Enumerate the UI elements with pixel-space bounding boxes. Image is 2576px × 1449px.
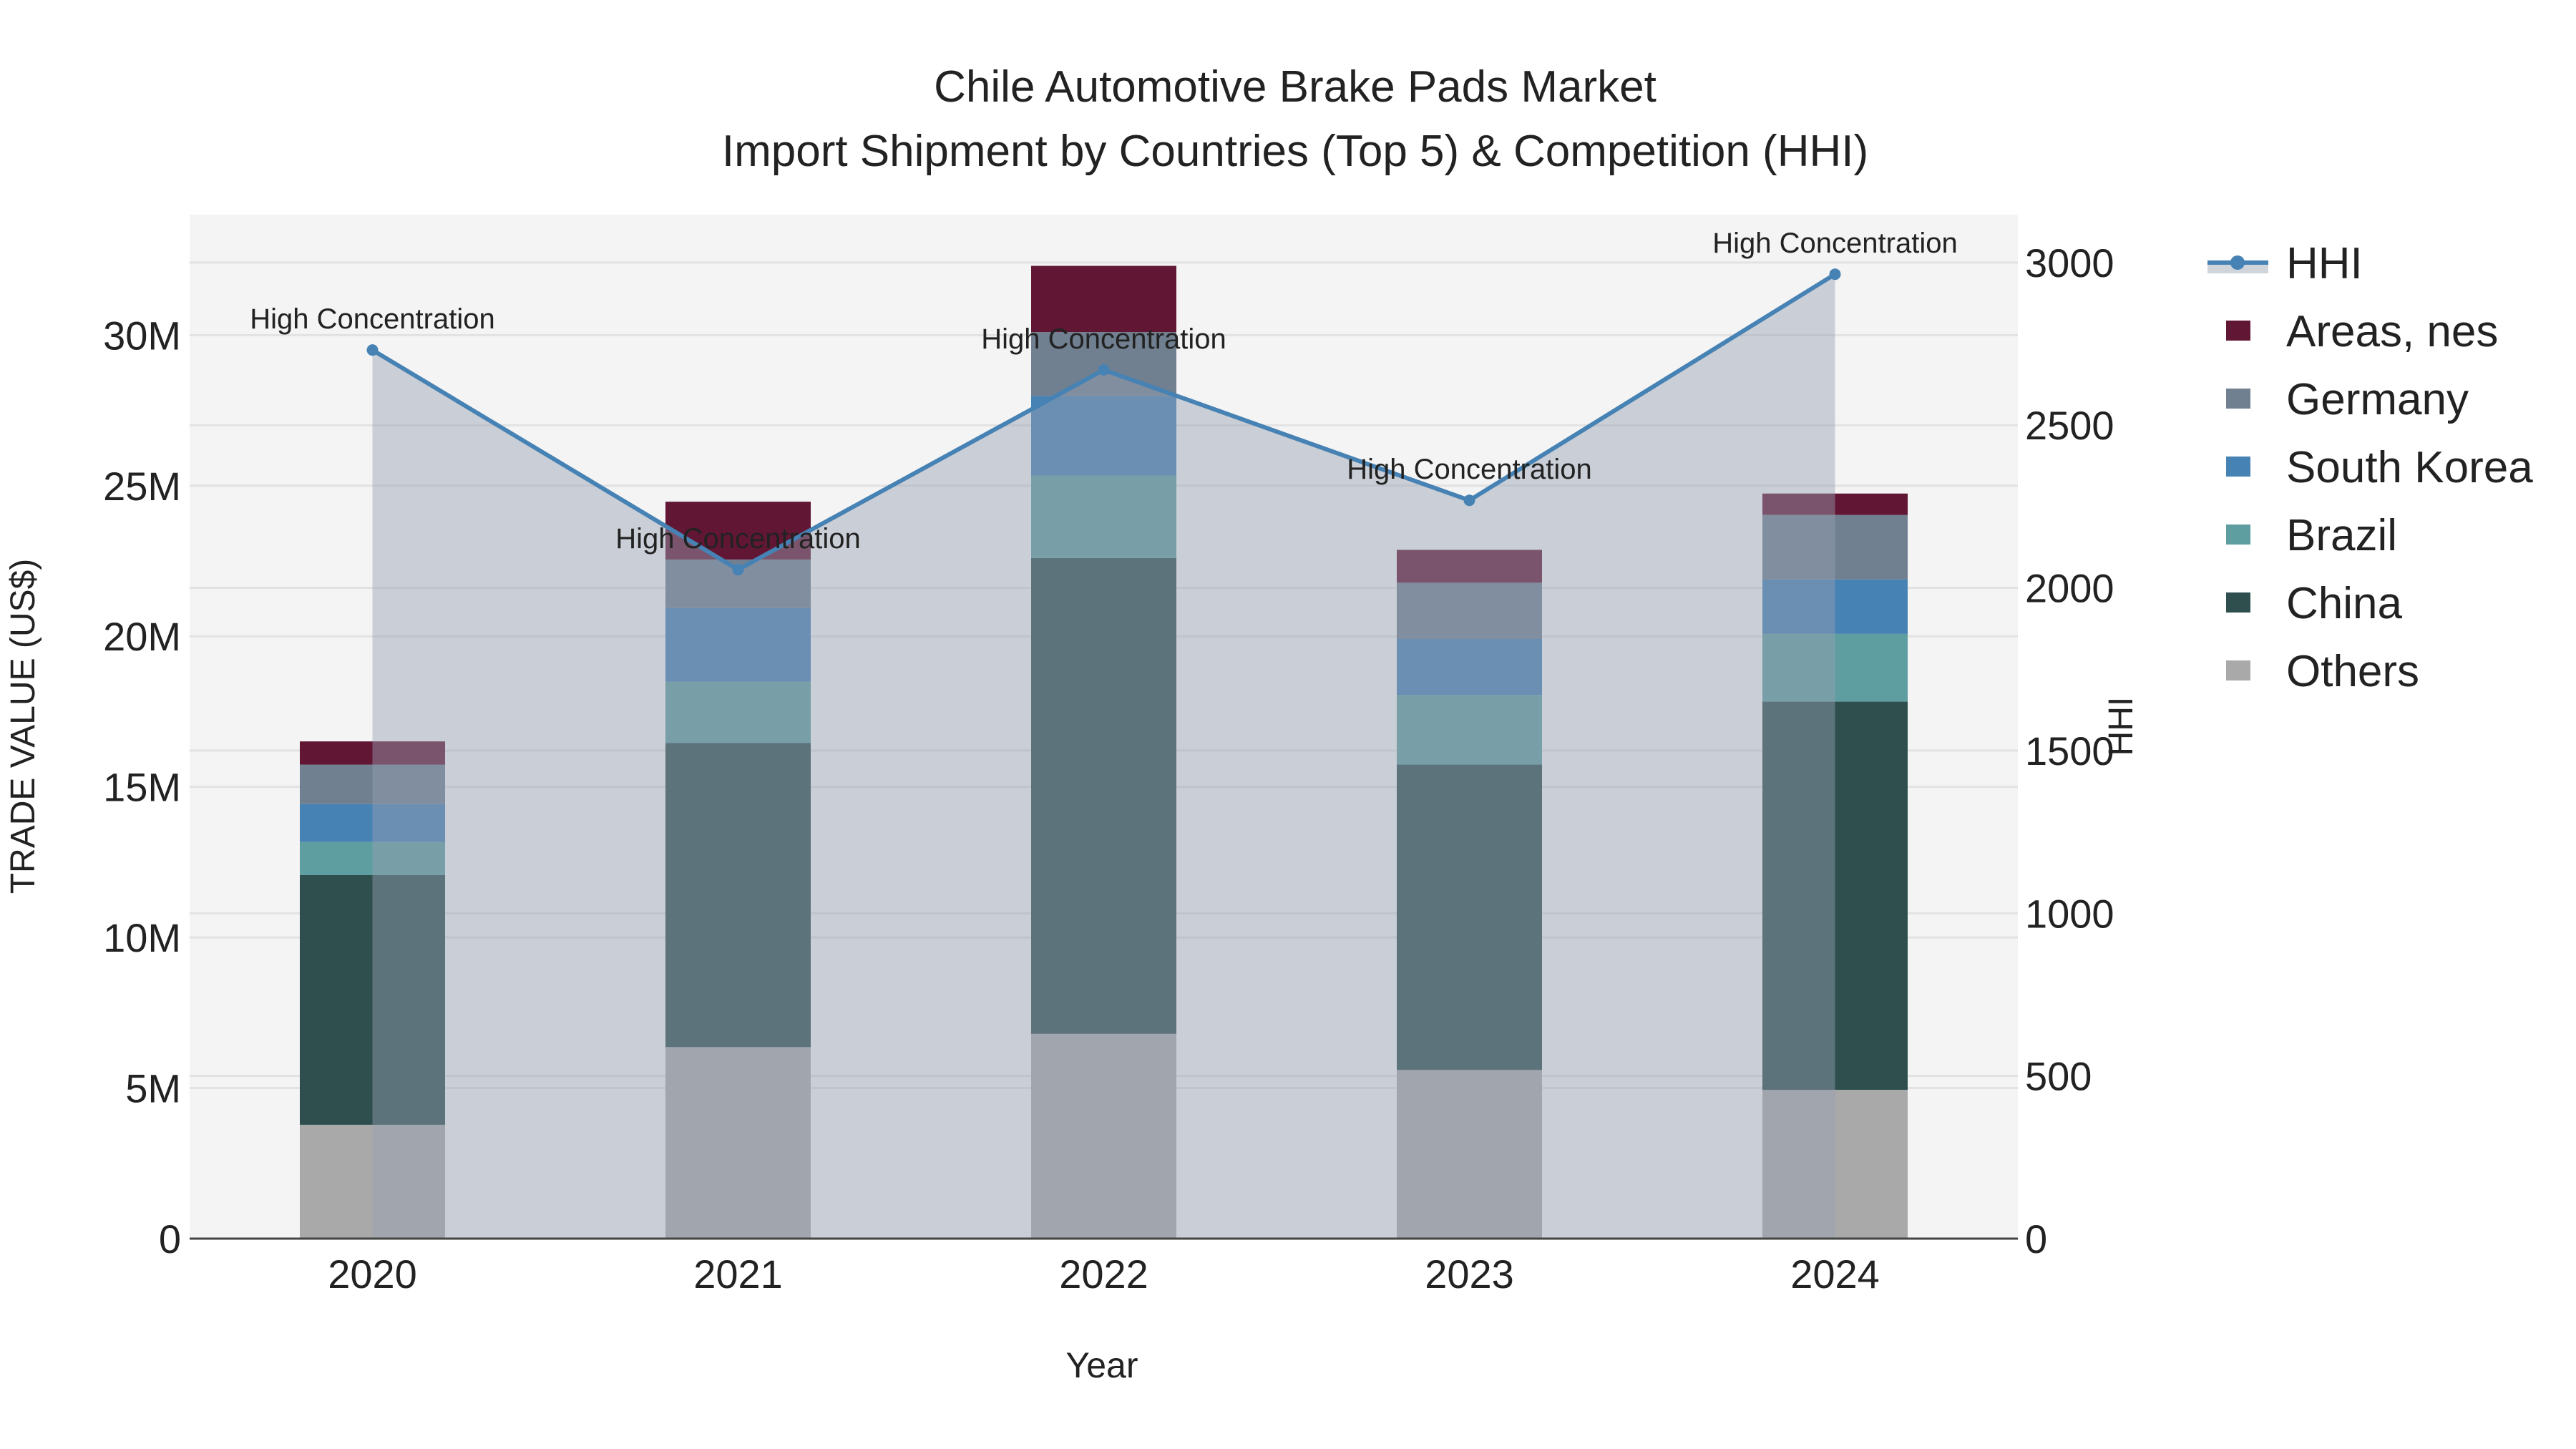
y2-tick-label: 2000 [2025,566,2114,611]
legend-label: China [2286,579,2403,628]
hhi-point-2024 [1829,268,1841,280]
hhi-point-2021 [732,564,744,576]
legend-label-hhi: HHI [2286,239,2363,288]
bar-china-2023 [1397,764,1542,1070]
bar-germany-2024 [1762,514,1908,580]
hhi-annotation: High Concentration [615,523,860,555]
bar-others-2023 [1397,1070,1542,1239]
y-tick-label: 30M [103,313,181,358]
y2-tick-label: 2500 [2025,403,2114,448]
legend-swatch-south-korea [2226,457,2250,477]
legend-swatch-areas-nes [2226,321,2250,341]
x-tick-label: 2021 [693,1252,783,1297]
y2-tick-label: 1000 [2025,891,2114,936]
bar-brazil-2022 [1031,475,1176,558]
bar-areas-nes-2022 [1031,265,1176,333]
y2-axis-label: HHI [2102,697,2140,756]
hhi-point-2020 [366,344,379,356]
hhi-point-2023 [1463,494,1475,507]
bar-south-korea-2023 [1397,639,1542,696]
bar-others-2021 [665,1047,811,1239]
bar-areas-nes-2024 [1762,493,1908,515]
bar-china-2022 [1031,557,1176,1034]
x-tick-label: 2024 [1790,1252,1880,1297]
x-tick-label: 2023 [1425,1252,1514,1297]
hhi-point-2022 [1098,364,1110,376]
bar-germany-2023 [1397,582,1542,640]
legend-label: South Korea [2286,443,2533,492]
y-tick-label: 15M [103,765,181,810]
bar-brazil-2020 [300,841,445,875]
hhi-annotation: High Concentration [1712,228,1957,259]
bar-brazil-2024 [1762,633,1908,702]
x-tick-label: 2022 [1059,1252,1148,1297]
y2-tick-label: 500 [2025,1054,2092,1099]
bar-brazil-2021 [665,681,811,743]
bars [300,265,1908,1239]
y-tick-label: 10M [103,915,181,960]
y-tick-label: 20M [103,614,181,659]
bar-others-2024 [1762,1090,1908,1239]
y2-tick-label: 0 [2025,1216,2047,1262]
legend-label: Others [2286,647,2419,696]
bar-china-2020 [300,874,445,1125]
hhi-annotation: High Concentration [250,303,494,335]
legend-swatch-others [2226,660,2250,680]
bar-south-korea-2021 [665,608,811,682]
bar-others-2022 [1031,1033,1176,1239]
y-tick-label: 25M [103,464,181,509]
bar-china-2021 [665,743,811,1048]
bar-south-korea-2024 [1762,579,1908,634]
legend-swatch-china [2226,592,2250,613]
legend-swatch-brazil [2226,525,2250,545]
bar-areas-nes-2023 [1397,550,1542,583]
bar-areas-nes-2021 [665,502,811,560]
bar-brazil-2023 [1397,695,1542,765]
axes: 0 5M 10M 15M 20M 25M 30M 0 500 1000 1500 2000 2500 30… [103,240,2114,1297]
y-axis-label: TRADE VALUE (US$) [4,559,42,894]
hhi-annotation: High Concentration [981,323,1226,355]
bar-china-2024 [1762,701,1908,1091]
bar-germany-2020 [300,764,445,804]
hhi-area-fill [372,274,1835,1239]
x-axis-label: Year [1065,1345,1138,1385]
bar-areas-nes-2020 [300,741,445,765]
legend-swatch-germany [2226,389,2250,409]
y-tick-label: 0 [159,1216,181,1262]
chart-subtitle: Import Shipment by Countries (Top 5) & C… [722,127,1868,176]
legend-label: Germany [2286,375,2469,424]
bar-others-2020 [300,1124,445,1239]
chart-title: Chile Automotive Brake Pads Market [934,62,1657,112]
y2-tick-label: 3000 [2025,240,2114,286]
hhi-annotation: High Concentration [1347,454,1591,485]
legend-label: Brazil [2286,511,2397,560]
hhi-area: High Concentration High Concentration High… [250,228,1958,1239]
bar-south-korea-2022 [1031,396,1176,476]
legend: HHI Areas, nes Germany South Korea Brazil Chi… [2207,239,2533,696]
x-tick-label: 2020 [328,1252,417,1297]
y2-tick-label: 1500 [2025,728,2114,774]
y-tick-label: 5M [125,1066,181,1111]
legend-label: Areas, nes [2286,307,2498,356]
bar-south-korea-2020 [300,804,445,842]
legend-hhi-marker [2230,255,2245,270]
